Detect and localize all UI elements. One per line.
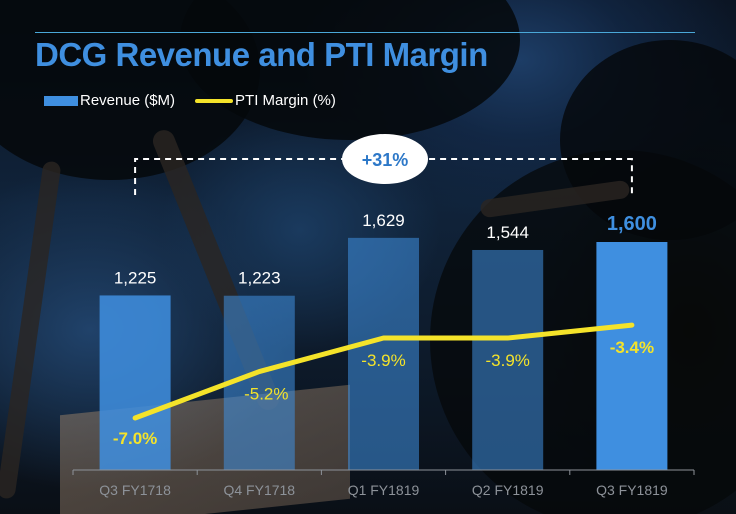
title-rule	[35, 32, 695, 33]
margin-value-label: -5.2%	[244, 385, 288, 404]
revenue-bar	[348, 237, 419, 470]
legend-swatch-margin	[195, 98, 234, 103]
growth-bracket	[134, 158, 633, 195]
margin-value-label: -3.9%	[361, 351, 405, 370]
revenue-value-label: 1,544	[486, 223, 529, 242]
margin-value-label: -3.4%	[610, 338, 654, 357]
revenue-bar	[472, 249, 544, 470]
legend: Revenue ($M) PTI Margin (%)	[44, 92, 336, 109]
revenue-value-label: 1,225	[114, 268, 157, 287]
growth-bubble	[342, 134, 428, 184]
legend-label-revenue: Revenue ($M)	[80, 92, 176, 109]
x-tick-label: Q3 FY1819	[596, 482, 668, 498]
x-tick-label: Q3 FY1718	[99, 482, 171, 498]
margin-value-label: -7.0%	[113, 429, 157, 448]
margin-value-label: -3.9%	[485, 351, 529, 370]
legend-swatch-revenue	[44, 95, 78, 106]
x-tick-label: Q4 FY1718	[223, 482, 295, 498]
legend-label-margin: PTI Margin (%)	[235, 92, 336, 109]
revenue-value-label: 1,223	[238, 269, 281, 288]
revenue-bar	[596, 242, 668, 470]
x-tick-label: Q1 FY1819	[348, 482, 420, 498]
growth-annotation: +31%	[362, 150, 409, 170]
chart-title: DCG Revenue and PTI Margin	[35, 36, 488, 73]
x-tick-label: Q2 FY1819	[472, 482, 544, 498]
revenue-value-label: 1,600	[607, 213, 657, 235]
tree-canopy	[560, 40, 736, 240]
revenue-bar	[99, 295, 171, 470]
revenue-value-label: 1,629	[362, 211, 405, 230]
